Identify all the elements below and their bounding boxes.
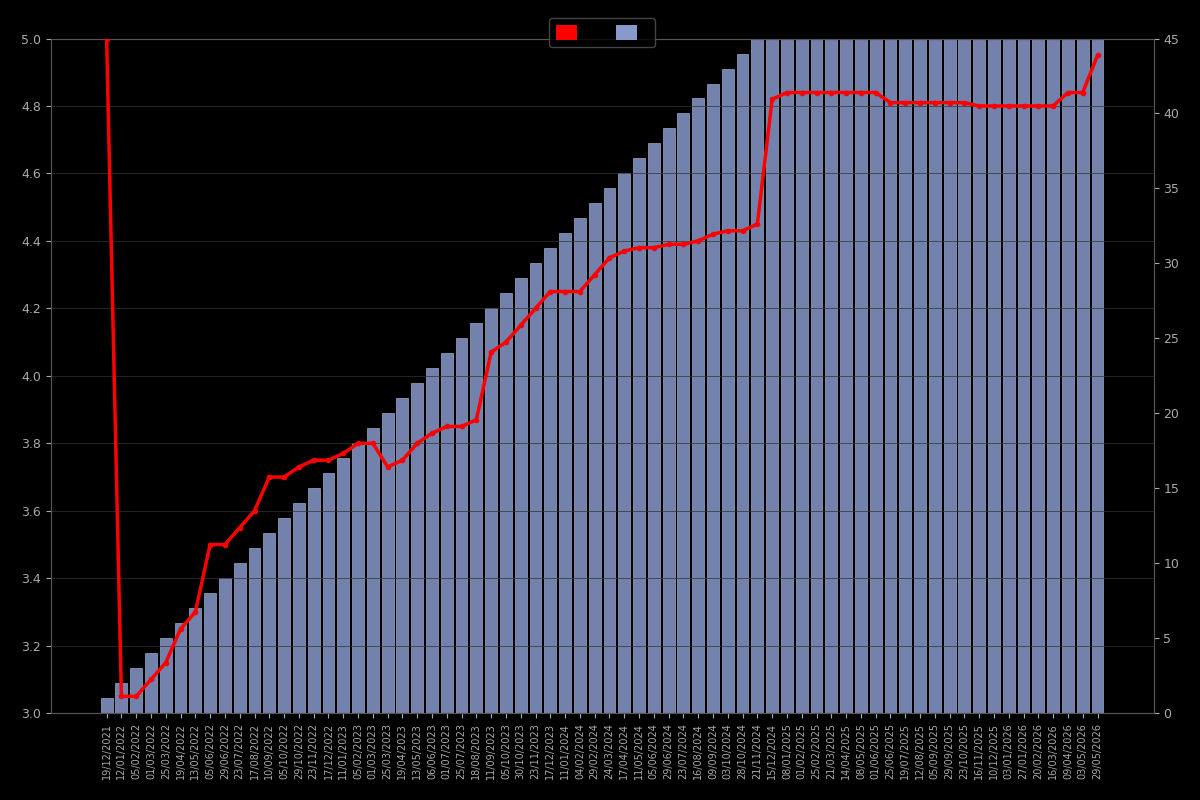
Bar <box>470 323 482 713</box>
Bar <box>678 114 689 713</box>
Bar <box>412 383 424 713</box>
Bar <box>396 398 408 713</box>
Bar <box>899 38 911 713</box>
Bar <box>352 443 364 713</box>
Bar <box>234 563 246 713</box>
Bar <box>884 38 896 713</box>
Bar <box>204 594 216 713</box>
Bar <box>988 38 1000 713</box>
Bar <box>278 518 290 713</box>
Bar <box>737 54 749 713</box>
Bar <box>190 608 202 713</box>
Bar <box>914 38 926 713</box>
Legend: , : , <box>550 18 655 47</box>
Bar <box>1092 38 1104 713</box>
Bar <box>589 203 600 713</box>
Bar <box>870 38 882 713</box>
Bar <box>1062 38 1074 713</box>
Bar <box>307 488 319 713</box>
Bar <box>1076 38 1088 713</box>
Bar <box>545 249 557 713</box>
Bar <box>1048 38 1060 713</box>
Bar <box>854 38 866 713</box>
Bar <box>440 354 452 713</box>
Bar <box>781 38 793 713</box>
Bar <box>131 668 142 713</box>
Bar <box>973 38 985 713</box>
Bar <box>175 623 186 713</box>
Bar <box>382 414 394 713</box>
Bar <box>115 683 127 713</box>
Bar <box>323 474 335 713</box>
Bar <box>559 234 571 713</box>
Bar <box>456 338 468 713</box>
Bar <box>337 458 349 713</box>
Bar <box>485 308 497 713</box>
Bar <box>707 83 719 713</box>
Bar <box>367 428 379 713</box>
Bar <box>1003 38 1015 713</box>
Bar <box>1032 38 1044 713</box>
Bar <box>943 38 955 713</box>
Bar <box>810 38 822 713</box>
Bar <box>1018 38 1030 713</box>
Bar <box>263 534 275 713</box>
Bar <box>248 548 260 713</box>
Bar <box>648 143 660 713</box>
Bar <box>160 638 172 713</box>
Bar <box>751 38 763 713</box>
Bar <box>796 38 808 713</box>
Bar <box>293 503 305 713</box>
Bar <box>529 263 541 713</box>
Bar <box>722 69 733 713</box>
Bar <box>959 38 971 713</box>
Bar <box>101 698 113 713</box>
Bar <box>220 578 230 713</box>
Bar <box>767 38 778 713</box>
Bar <box>618 174 630 713</box>
Bar <box>692 98 704 713</box>
Bar <box>145 654 157 713</box>
Bar <box>500 294 512 713</box>
Bar <box>840 38 852 713</box>
Bar <box>515 278 527 713</box>
Bar <box>634 158 644 713</box>
Bar <box>604 189 616 713</box>
Bar <box>662 129 674 713</box>
Bar <box>826 38 838 713</box>
Bar <box>574 218 586 713</box>
Bar <box>426 368 438 713</box>
Bar <box>929 38 941 713</box>
